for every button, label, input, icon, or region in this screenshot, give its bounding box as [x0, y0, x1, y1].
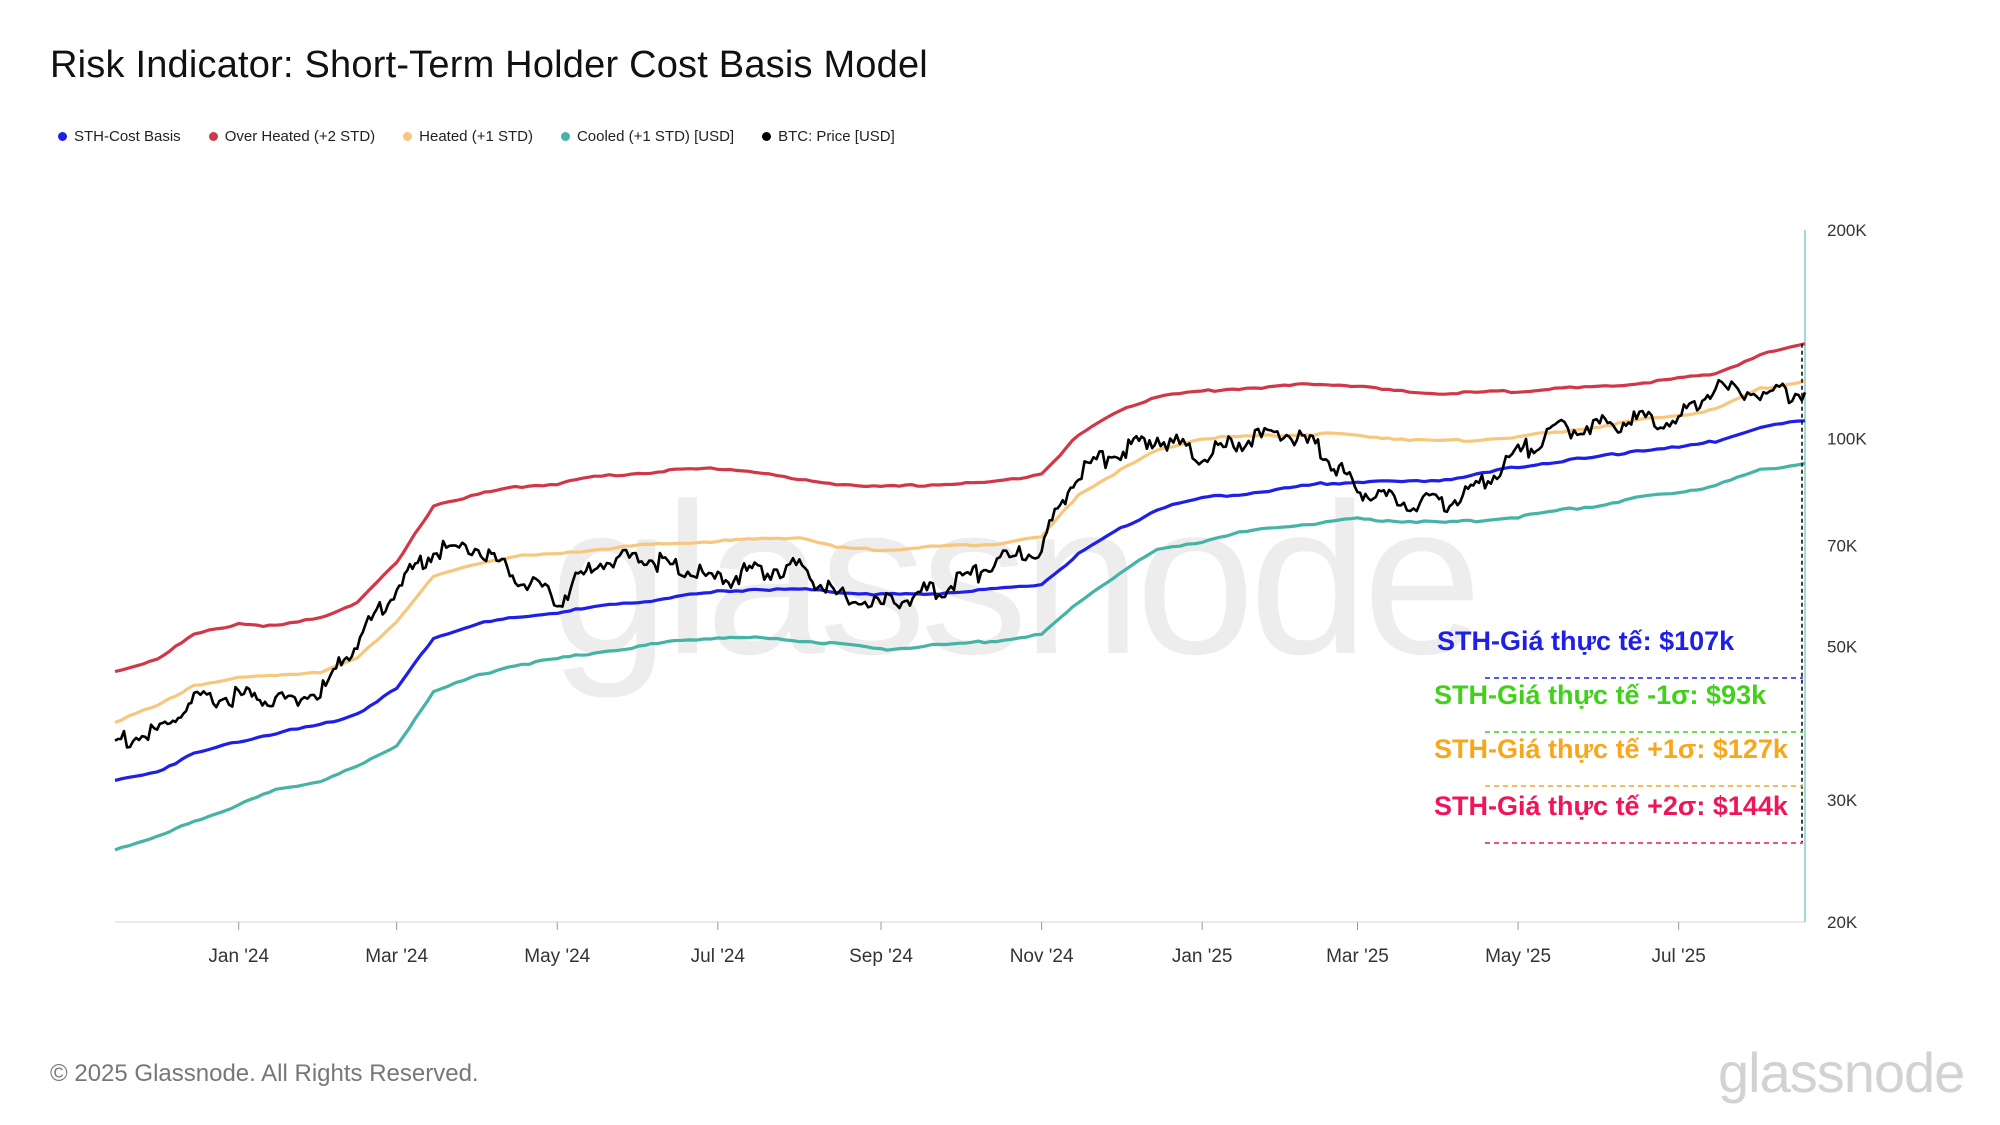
y-tick-label: 200K: [1827, 221, 1867, 240]
brand-logo: glassnode: [1718, 1041, 1965, 1104]
x-tick-label: Jan '24: [208, 946, 269, 967]
series-line-over-heated-2-std: [114, 342, 1806, 674]
legend-dot: [560, 132, 570, 141]
y-tick-label: 20K: [1827, 913, 1858, 932]
annotation-label: STH-Giá thực tế -1σ: $93k: [1434, 680, 1767, 710]
annotation-label: STH-Giá thực tế +2σ: $144k: [1434, 791, 1789, 821]
legend-dot: [58, 132, 67, 141]
series-line-btc-price-usd: [114, 378, 1807, 749]
legend-label: Heated (+1 STD): [419, 128, 533, 145]
x-tick-label: May '25: [1485, 946, 1551, 967]
legend-dot: [208, 132, 218, 141]
legend-item-over-heated[interactable]: Over Heated (+2 STD): [208, 128, 376, 145]
legend-item-cooled[interactable]: Cooled (+1 STD) [USD]: [560, 128, 735, 145]
x-tick-label: Sep '24: [849, 946, 913, 967]
copyright-footer: © 2025 Glassnode. All Rights Reserved.: [50, 1060, 479, 1087]
legend: STH-Cost Basis Over Heated (+2 STD) Heat…: [58, 128, 895, 145]
legend-label: BTC: Price [USD]: [778, 128, 895, 145]
series-line-heated-1-std: [114, 379, 1806, 724]
y-tick-label: 100K: [1827, 429, 1867, 448]
watermark: glassnode: [550, 458, 1482, 699]
legend-item-sth-cost-basis[interactable]: STH-Cost Basis: [58, 128, 181, 145]
x-tick-label: Jan '25: [1172, 946, 1233, 967]
annotation-label: STH-Giá thực tế +1σ: $127k: [1434, 734, 1789, 764]
chart-title: Risk Indicator: Short-Term Holder Cost B…: [50, 44, 928, 86]
y-tick-label: 70K: [1827, 537, 1858, 556]
x-tick-label: Mar '25: [1326, 946, 1389, 967]
x-tick-label: Jul '25: [1651, 946, 1705, 967]
legend-label: STH-Cost Basis: [74, 128, 181, 145]
x-tick-label: Jul '24: [691, 946, 746, 967]
legend-label: Over Heated (+2 STD): [224, 128, 376, 145]
x-tick-label: Mar '24: [365, 946, 428, 967]
legend-dot: [403, 132, 413, 141]
series-line-cooled-1-std-usd: [114, 461, 1806, 852]
annotation-label: STH-Giá thực tế: $107k: [1437, 626, 1735, 656]
legend-item-heated[interactable]: Heated (+1 STD): [403, 128, 533, 145]
legend-label: Cooled (+1 STD) [USD]: [576, 128, 735, 145]
y-tick-label: 50K: [1827, 638, 1858, 657]
x-tick-label: Nov '24: [1010, 946, 1074, 967]
series-line-sth-cost-basis: [114, 419, 1806, 782]
legend-item-btc-price[interactable]: BTC: Price [USD]: [762, 128, 895, 145]
legend-dot: [762, 132, 772, 141]
y-tick-label: 30K: [1827, 791, 1858, 810]
x-tick-label: May '24: [524, 946, 590, 967]
